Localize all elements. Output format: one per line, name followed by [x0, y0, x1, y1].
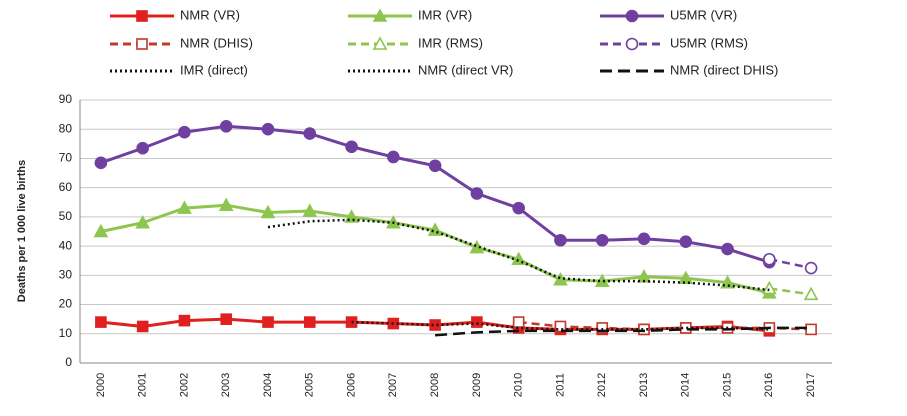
y-axis-label: Deaths per 1 000 live births	[16, 160, 28, 302]
y-tick-label: 10	[59, 326, 73, 340]
legend-label: U5MR (VR)	[670, 7, 737, 22]
series-line	[518, 320, 812, 331]
data-point	[554, 320, 567, 333]
x-tick-label: 2012	[596, 373, 608, 397]
x-tick-label: 2014	[680, 373, 692, 397]
data-point	[178, 125, 191, 139]
data-point	[637, 232, 651, 246]
data-point	[302, 203, 318, 217]
legend-marker	[625, 37, 639, 51]
data-point	[596, 322, 609, 334]
data-point	[260, 204, 276, 219]
data-point	[763, 252, 776, 266]
data-point	[470, 187, 484, 200]
series-line	[100, 203, 770, 295]
data-point	[262, 316, 274, 328]
x-tick-label: 2000	[95, 373, 107, 397]
data-point	[512, 316, 525, 328]
data-point	[761, 280, 777, 295]
data-point	[804, 261, 818, 275]
x-tick-label: 2004	[262, 373, 274, 397]
x-tick-label: 2003	[220, 373, 232, 397]
data-point	[595, 233, 609, 247]
y-tick-label: 60	[59, 180, 73, 194]
legend-marker	[625, 9, 639, 23]
data-point	[95, 316, 107, 328]
data-point	[303, 316, 316, 328]
series-line	[435, 326, 812, 337]
legend-marker	[372, 36, 388, 50]
y-tick-label: 90	[59, 92, 73, 106]
x-tick-label: 2017	[805, 373, 817, 397]
data-point	[678, 270, 694, 285]
data-point	[219, 120, 233, 133]
x-tick-label: 2010	[513, 373, 525, 397]
data-point	[135, 215, 151, 229]
data-point	[803, 286, 819, 301]
x-tick-label: 2013	[638, 373, 650, 397]
y-tick-label: 40	[59, 238, 73, 252]
data-point	[218, 197, 234, 211]
legend-label: NMR (VR)	[180, 7, 240, 22]
series-line	[100, 124, 770, 264]
x-tick-label: 2002	[178, 373, 190, 397]
data-point	[303, 127, 317, 140]
legend-label: U5MR (RMS)	[670, 35, 748, 50]
data-point	[136, 320, 149, 333]
data-point	[679, 322, 692, 334]
legend-marker	[136, 38, 148, 50]
x-tick-label: 2016	[763, 373, 775, 397]
data-point	[721, 242, 734, 256]
data-point	[512, 201, 525, 215]
x-tick-label: 2015	[721, 373, 733, 397]
y-tick-label: 0	[65, 355, 72, 369]
data-point	[805, 323, 817, 336]
data-point	[638, 323, 650, 336]
legend-label: NMR (DHIS)	[180, 35, 253, 50]
data-point	[220, 313, 233, 325]
x-tick-label: 2011	[554, 373, 566, 397]
series-line	[769, 258, 812, 270]
y-tick-label: 50	[59, 209, 73, 223]
legend-label: IMR (RMS)	[418, 35, 483, 50]
data-point	[429, 319, 441, 331]
data-point	[94, 156, 108, 170]
data-point	[93, 223, 109, 238]
legend-label: NMR (direct DHIS)	[670, 62, 778, 77]
legend-marker	[372, 8, 388, 22]
x-tick-label: 2008	[429, 373, 441, 397]
data-point	[261, 122, 275, 136]
data-point	[345, 140, 358, 154]
x-tick-label: 2006	[345, 373, 357, 397]
data-point	[554, 233, 567, 247]
y-tick-label: 20	[59, 297, 73, 311]
data-point	[136, 141, 149, 155]
legend-label: IMR (direct)	[180, 62, 248, 77]
data-point	[178, 314, 191, 327]
x-tick-label: 2007	[387, 373, 399, 397]
series-line	[769, 287, 812, 296]
data-point	[177, 200, 192, 214]
x-tick-label: 2009	[471, 373, 483, 397]
x-tick-label: 2001	[137, 373, 149, 397]
data-point	[679, 235, 693, 249]
y-tick-label: 70	[59, 151, 73, 165]
data-point	[387, 150, 400, 164]
legend-label: NMR (direct VR)	[418, 62, 513, 77]
x-tick-label: 2005	[304, 373, 316, 397]
y-tick-label: 80	[59, 121, 73, 135]
data-point	[428, 159, 442, 173]
y-tick-label: 30	[59, 268, 73, 282]
legend-marker	[136, 10, 148, 22]
legend-label: IMR (VR)	[418, 7, 472, 22]
data-point	[471, 316, 483, 328]
